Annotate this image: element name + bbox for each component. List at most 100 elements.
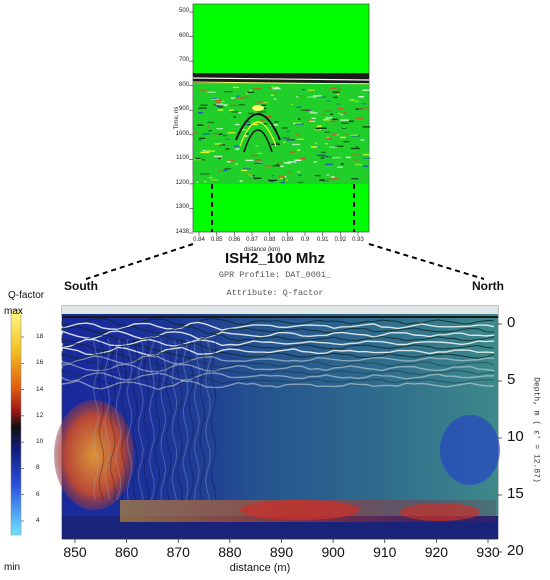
bottom-x-tick-label: 900 (321, 544, 345, 560)
top-noise-streak (332, 91, 340, 93)
top-noise-streak (229, 109, 234, 111)
top-noise-streak (309, 120, 316, 122)
gpr-stripe (61, 372, 494, 382)
top-noise-streak (198, 139, 202, 141)
top-noise-streak (344, 133, 348, 136)
top-noise-streak (254, 162, 263, 165)
top-noise-streak (283, 179, 287, 181)
top-noise-streak (230, 97, 235, 99)
top-y-tick-label: 1000 (175, 130, 189, 137)
gpr-stripe (171, 339, 178, 501)
gpr-stripe (138, 339, 144, 501)
top-y-tick-label: 1200 (175, 179, 189, 186)
top-noise-streak (248, 112, 254, 115)
top-noise-streak (285, 179, 288, 181)
top-noise-streak (261, 104, 267, 106)
top-noise-streak (235, 163, 238, 165)
top-noise-streak (298, 118, 301, 120)
top-noise-streak (218, 133, 223, 135)
top-noise-streak (224, 91, 233, 93)
top-noise-streak (296, 106, 302, 108)
top-reflector-band (193, 73, 369, 83)
top-noise-streak (351, 154, 361, 156)
top-noise-streak (264, 165, 272, 167)
top-noise-streak (364, 107, 370, 109)
legend-title: Q-factor (8, 290, 45, 301)
top-noise-streak (234, 148, 240, 150)
top-noise-streak (249, 174, 252, 176)
gpr-stripe (61, 380, 495, 391)
top-noise-streak (362, 126, 371, 128)
top-x-tick-label: 0.89 (281, 237, 294, 243)
bottom-section (54, 305, 502, 553)
top-noise-streak (275, 164, 280, 166)
top-y-tick-label: 1438 (175, 229, 189, 235)
top-noise-streak (335, 134, 339, 136)
gpr-stripe (61, 346, 495, 357)
red-lens-1 (240, 500, 360, 520)
top-y-tick-label: 1300 (175, 204, 189, 211)
top-y-ticks (189, 11, 193, 234)
top-noise-streak (349, 120, 354, 122)
top-noise-streak (337, 93, 339, 96)
top-noise-streak (194, 158, 203, 161)
top-noise-streak (358, 96, 364, 98)
top-x-tick-label: 0.9 (300, 237, 310, 243)
gpr-stripes (61, 318, 495, 501)
top-noise-streak (257, 111, 266, 113)
top-noise-streak (353, 159, 359, 161)
top-noise-streak (227, 132, 236, 134)
top-noise-streak (273, 121, 279, 123)
top-noise-streak (213, 104, 218, 106)
top-noise-streak (280, 181, 285, 184)
top-noise-streak (245, 159, 254, 162)
top-noise-streak (326, 178, 333, 181)
top-reflector-yellow (192, 81, 370, 85)
legend-min-label: min (4, 562, 21, 573)
top-noise-streak (362, 157, 372, 159)
top-noise-streak (313, 95, 322, 97)
legend-tick-label: 6 (36, 490, 40, 498)
top-noise-streak (287, 161, 297, 163)
legend-tick-label: 12 (36, 411, 44, 419)
top-noise-streak (350, 147, 360, 150)
top-noise-streak (218, 170, 222, 172)
top-noise-streak (330, 113, 334, 116)
top-x-tick-label: 0.92 (334, 237, 347, 243)
top-noise-streak (207, 121, 214, 124)
top-noise-streak (284, 175, 287, 178)
top-noise-streak (341, 127, 347, 129)
top-noise-streak (204, 180, 207, 183)
top-noise-streak (286, 171, 291, 173)
top-noise-streak (330, 178, 339, 180)
top-noise-streak (297, 171, 301, 173)
top-noise-streak (296, 133, 299, 135)
top-noise-streak (274, 98, 277, 100)
top-noise-streak (331, 176, 335, 178)
top-noise-streak (272, 92, 277, 94)
legend-tick-label: 8 (36, 464, 40, 472)
depth-tick-label: 10 (507, 428, 524, 445)
top-noise-streak (223, 135, 227, 137)
top-noise-streak (238, 104, 245, 106)
bottom-x-tick-label: 860 (114, 544, 139, 560)
top-noise-streak (342, 112, 348, 114)
top-noise-streak (236, 95, 240, 97)
top-noise-streak (333, 96, 338, 99)
gpr-stripe (110, 339, 116, 501)
top-noise-streak (218, 158, 222, 160)
top-noise-streak (323, 155, 328, 157)
top-x-tick-label: 0.88 (263, 237, 276, 243)
gpr-stripe (61, 376, 495, 386)
top-noise-streak (345, 156, 351, 159)
surface-top-band (62, 306, 498, 314)
profile-title: ISH2_100 Mhz (224, 250, 326, 267)
depth-axis-label: Depth, m ( ε' = 12.87) (531, 377, 541, 483)
top-noise-streak (233, 145, 240, 147)
top-noise-streak (331, 133, 338, 136)
top-noise-streak (302, 89, 305, 91)
bottom-x-tick-label: 880 (218, 544, 242, 560)
top-noise-streak (341, 122, 349, 124)
top-noise-streak (321, 114, 326, 116)
top-noise-streak (278, 175, 285, 178)
